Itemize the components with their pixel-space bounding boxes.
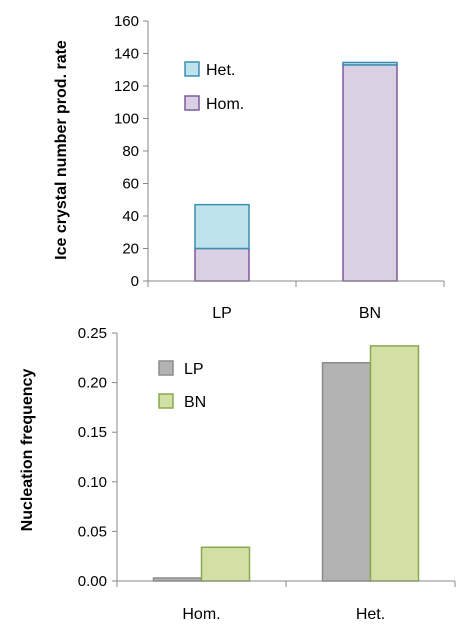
top-category-label: BN: [359, 305, 381, 322]
top-y-tick-label: 100: [114, 111, 139, 128]
bottom-category-label: Het.: [356, 606, 385, 623]
bottom-y-tick-label: 0.00: [78, 573, 107, 590]
bottom-axes: [112, 332, 456, 587]
bottom-y-axis-label-group: Nucleation frequency: [19, 369, 36, 532]
bottom-bar-lp-het: [321, 362, 372, 582]
top-bars: [194, 61, 398, 282]
bottom-legend-label: LP: [184, 361, 204, 378]
top-y-tick-label: 20: [122, 241, 139, 258]
bottom-bar-bn-het: [369, 345, 420, 582]
top-bar-hom-lp: [194, 247, 250, 282]
bottom-chart: Nucleation frequency 0.00 0.05 0.10 0.15 0.2…: [19, 325, 456, 623]
top-bar-het-lp: [194, 203, 250, 250]
bottom-y-tick-label: 0.25: [78, 325, 107, 342]
top-y-tick-label: 160: [114, 13, 139, 30]
top-axes: [143, 20, 445, 287]
top-y-tick-labels: 0 20 40 60 80 100 120 140 160: [114, 13, 139, 290]
top-y-axis-label: Ice crystal number prod. rate: [53, 40, 70, 260]
top-y-tick-label: 80: [122, 143, 139, 160]
bottom-category-labels: Hom. Het.: [182, 606, 385, 623]
top-legend-swatch: [184, 95, 200, 111]
bottom-legend-swatch: [158, 360, 174, 376]
top-category-label: LP: [212, 305, 232, 322]
bottom-category-label: Hom.: [182, 606, 220, 623]
top-y-axis-label-group: Ice crystal number prod. rate: [53, 40, 70, 260]
top-legend: Het. Hom.: [184, 61, 244, 113]
bottom-y-tick-label: 0.10: [78, 474, 107, 491]
bottom-bars: [152, 345, 420, 582]
bottom-y-axis-label: Nucleation frequency: [19, 369, 36, 532]
bottom-y-tick-label: 0.15: [78, 424, 107, 441]
top-bar-het-bn: [342, 61, 398, 66]
top-y-tick-label: 60: [122, 176, 139, 193]
top-category-labels: LP BN: [212, 305, 381, 322]
top-y-tick-label: 140: [114, 46, 139, 63]
top-legend-label: Hom.: [206, 96, 244, 113]
top-legend-label: Het.: [206, 62, 235, 79]
bottom-y-tick-labels: 0.00 0.05 0.10 0.15 0.20 0.25: [78, 325, 107, 590]
top-y-tick-label: 120: [114, 78, 139, 95]
top-y-tick-label: 0: [131, 273, 139, 290]
bottom-legend-label: BN: [184, 394, 206, 411]
bottom-y-tick-label: 0.20: [78, 375, 107, 392]
bottom-legend-swatch: [158, 393, 174, 409]
bottom-legend: LP BN: [158, 360, 206, 411]
top-chart: Ice crystal number prod. rate 0 20 40 60 80 1…: [53, 13, 445, 322]
top-y-tick-label: 40: [122, 208, 139, 225]
bottom-y-tick-label: 0.05: [78, 523, 107, 540]
bottom-bar-bn-hom: [200, 546, 251, 582]
top-bar-hom-bn: [342, 64, 398, 282]
top-legend-swatch: [184, 61, 200, 77]
